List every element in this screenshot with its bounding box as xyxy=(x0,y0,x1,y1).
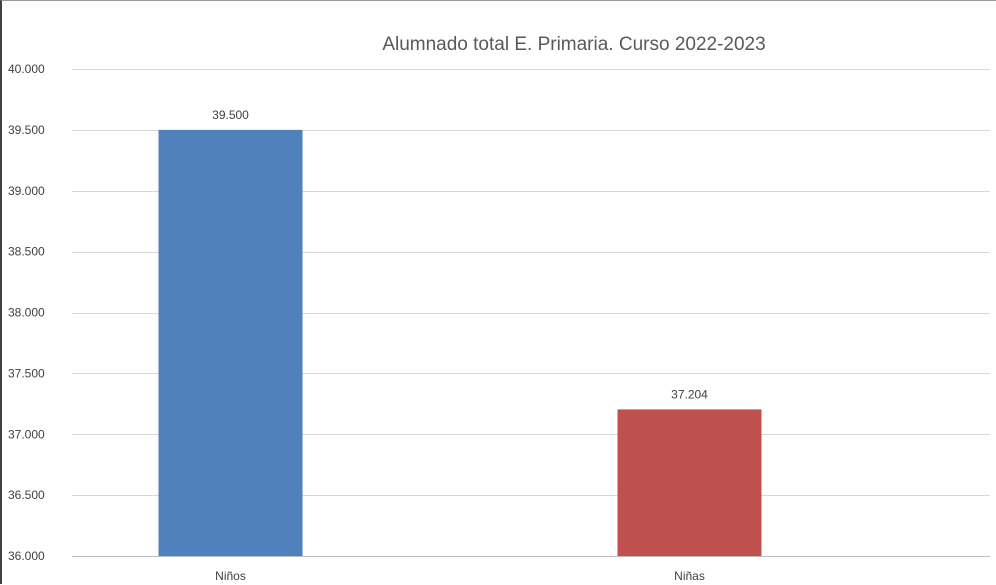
x-axis-category-labels: Niños Niñas xyxy=(215,569,705,583)
data-label: 37.204 xyxy=(671,387,708,401)
y-tick-label: 38.000 xyxy=(8,306,45,320)
y-tick-label: 39.500 xyxy=(8,123,45,137)
chart-title: Alumnado total E. Primaria. Curso 2022-2… xyxy=(382,34,765,55)
data-label: 39.500 xyxy=(212,108,249,122)
x-category-label: Niños xyxy=(215,569,246,583)
y-tick-label: 37.000 xyxy=(8,427,45,441)
y-tick-label: 39.000 xyxy=(8,184,45,198)
bar-ninos xyxy=(158,129,303,556)
y-axis-tick-labels: 36.000 36.500 37.000 37.500 38.000 38.500 39.0… xyxy=(8,62,45,563)
bar-ninas xyxy=(617,409,762,556)
bars xyxy=(158,129,762,556)
y-tick-label: 36.500 xyxy=(8,488,45,502)
y-tick-label: 38.500 xyxy=(8,245,45,259)
y-tick-label: 36.000 xyxy=(8,549,45,563)
x-category-label: Niñas xyxy=(674,569,705,583)
y-tick-label: 37.500 xyxy=(8,366,45,380)
data-labels: 39.500 37.204 xyxy=(212,108,708,402)
y-tick-label: 40.000 xyxy=(8,62,45,76)
